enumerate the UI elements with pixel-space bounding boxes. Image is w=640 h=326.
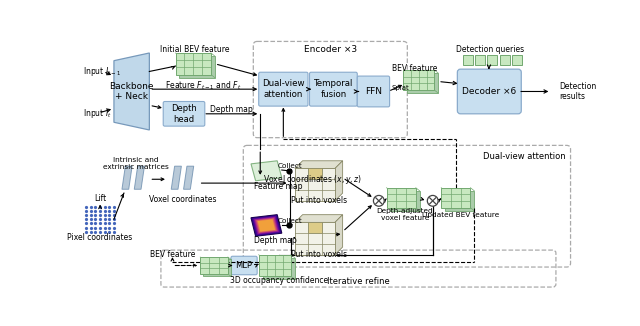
Polygon shape (295, 215, 342, 222)
Polygon shape (114, 53, 149, 130)
Bar (463, 54, 473, 65)
Bar (295, 169, 335, 201)
Polygon shape (134, 166, 145, 189)
Text: Iterative refine: Iterative refine (328, 277, 390, 286)
Text: Lift: Lift (94, 194, 106, 203)
Bar (308, 222, 321, 233)
FancyBboxPatch shape (259, 72, 308, 106)
Bar (200, 257, 228, 274)
Text: Detection queries: Detection queries (456, 45, 524, 54)
Bar (512, 54, 522, 65)
Text: Encoder ×3: Encoder ×3 (304, 45, 357, 54)
Polygon shape (257, 219, 276, 232)
Polygon shape (122, 166, 132, 189)
Circle shape (428, 195, 438, 206)
Polygon shape (256, 218, 277, 233)
Text: Depth map: Depth map (254, 236, 297, 245)
Text: Collect: Collect (278, 163, 303, 169)
Text: Collect: Collect (278, 218, 303, 224)
Text: Detection
results: Detection results (559, 82, 596, 101)
Text: Dual-view attention: Dual-view attention (483, 152, 566, 161)
Bar (179, 56, 215, 78)
Bar (441, 188, 470, 208)
Text: Feature $F_{t-1}$ and $F_t$: Feature $F_{t-1}$ and $F_t$ (165, 79, 241, 92)
Polygon shape (252, 215, 281, 236)
Bar (175, 53, 211, 75)
Text: Voxel coordinates: Voxel coordinates (150, 195, 217, 204)
FancyBboxPatch shape (310, 72, 357, 106)
Polygon shape (258, 219, 275, 231)
FancyBboxPatch shape (163, 101, 205, 126)
Polygon shape (295, 161, 342, 169)
Text: FFN: FFN (365, 87, 382, 96)
Text: 3D occupancy confidence: 3D occupancy confidence (230, 276, 328, 285)
Bar (262, 258, 295, 279)
Text: Input $I_{t-1}$: Input $I_{t-1}$ (83, 65, 121, 78)
Bar (488, 54, 497, 65)
Polygon shape (251, 215, 282, 236)
Text: Splat: Splat (392, 85, 410, 91)
Bar (500, 54, 509, 65)
Polygon shape (335, 215, 342, 255)
Bar (390, 191, 420, 211)
Text: Dual-view
attention: Dual-view attention (262, 80, 305, 99)
Text: BEV feature: BEV feature (150, 250, 196, 259)
Text: Depth map: Depth map (211, 105, 253, 114)
Text: Depth
head: Depth head (171, 104, 197, 124)
Text: Depth-adjusted
voxel feature: Depth-adjusted voxel feature (377, 208, 433, 221)
Text: Backbone
+ Neck: Backbone + Neck (109, 82, 154, 101)
Text: Decoder ×6: Decoder ×6 (462, 87, 516, 96)
Polygon shape (255, 217, 278, 233)
Text: Input $I_t$: Input $I_t$ (83, 107, 112, 120)
Polygon shape (254, 217, 279, 234)
Text: Temporal
fusion: Temporal fusion (314, 80, 353, 99)
Polygon shape (253, 216, 280, 235)
FancyBboxPatch shape (458, 69, 521, 114)
Bar (445, 191, 474, 211)
Text: Pixel coordinates: Pixel coordinates (67, 233, 132, 242)
Text: BEV feature: BEV feature (392, 64, 438, 73)
Bar (475, 54, 485, 65)
Bar (403, 70, 435, 90)
Bar (308, 169, 321, 179)
Text: Voxel coordinates $(x, y, z)$: Voxel coordinates $(x, y, z)$ (263, 173, 362, 186)
Text: MLP: MLP (236, 261, 253, 270)
Bar (204, 259, 231, 276)
Circle shape (373, 195, 384, 206)
Bar (387, 188, 416, 208)
Polygon shape (251, 161, 282, 181)
Polygon shape (335, 161, 342, 201)
Bar (407, 73, 438, 93)
Text: Feature map: Feature map (254, 183, 303, 191)
Bar (259, 255, 291, 276)
Text: Put into voxels: Put into voxels (291, 250, 347, 259)
Text: Initial BEV feature: Initial BEV feature (160, 45, 230, 54)
Text: Put into voxels: Put into voxels (291, 196, 347, 205)
Text: Intrinsic and
extrinsic matrices: Intrinsic and extrinsic matrices (102, 157, 168, 170)
FancyBboxPatch shape (357, 76, 390, 107)
Bar (295, 222, 335, 255)
Polygon shape (172, 166, 181, 189)
FancyBboxPatch shape (231, 256, 257, 275)
Text: Updated BEV feature: Updated BEV feature (422, 212, 499, 218)
Polygon shape (251, 215, 282, 236)
Polygon shape (184, 166, 194, 189)
